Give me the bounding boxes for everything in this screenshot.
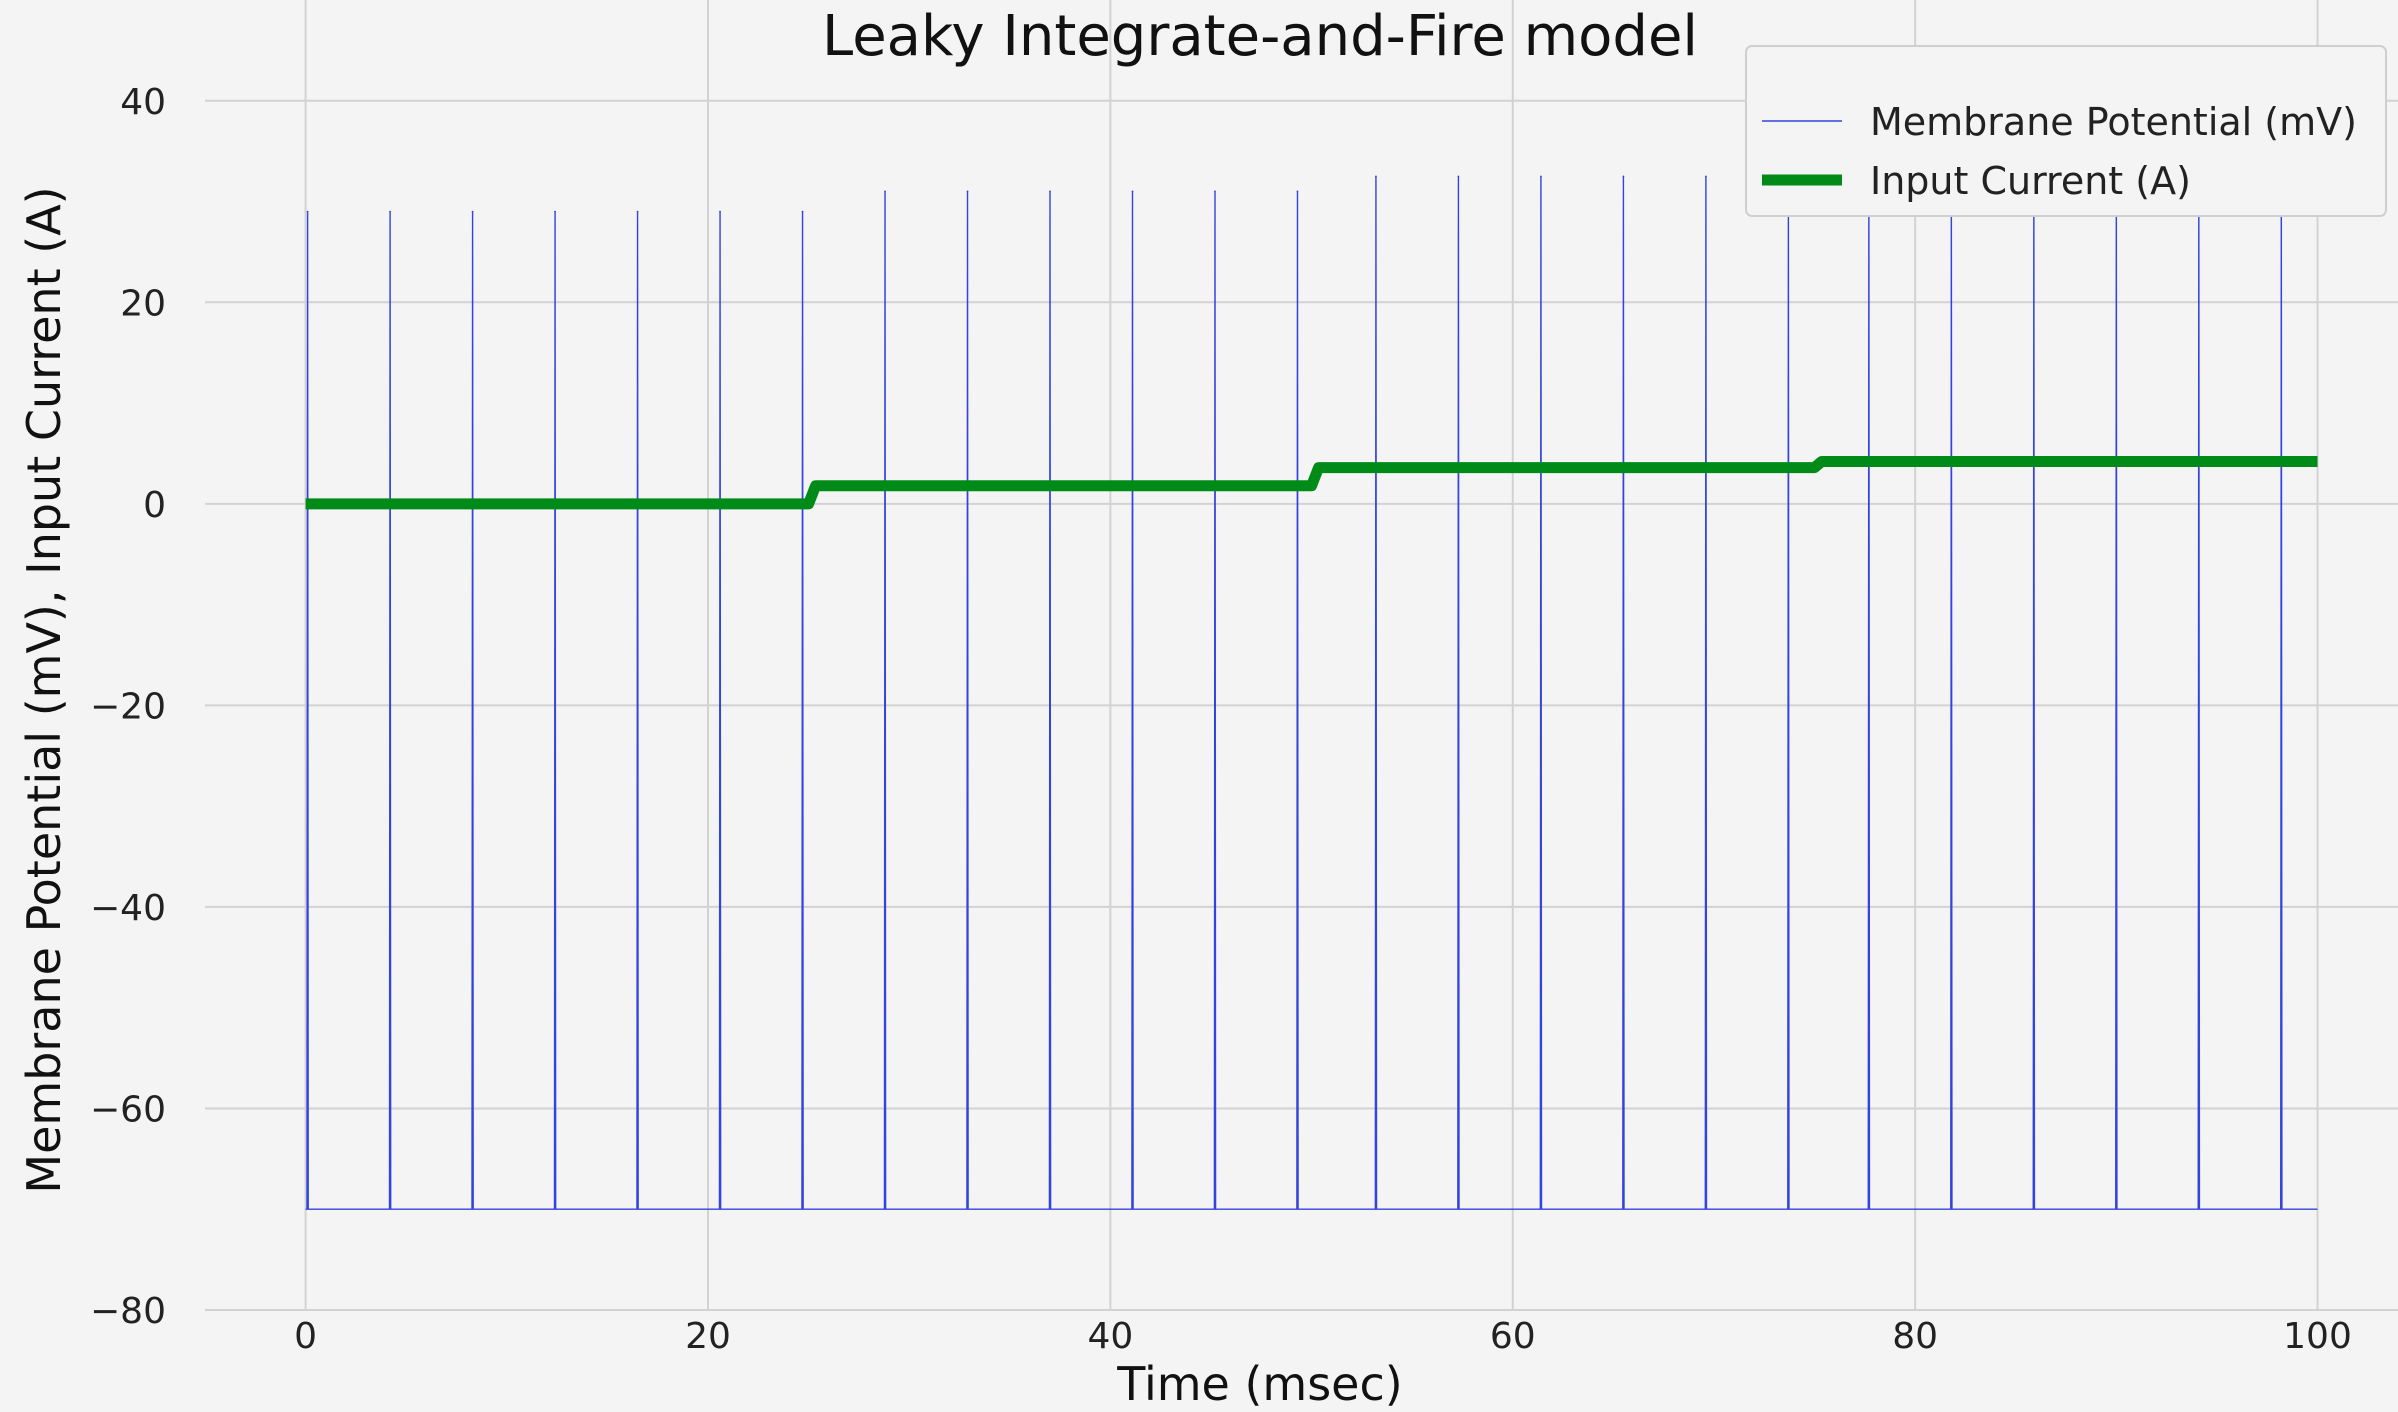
chart-title: Leaky Integrate-and-Fire model — [822, 4, 1698, 69]
spike-peak-point — [719, 210, 721, 213]
legend-label-input-current: Input Current (A) — [1870, 159, 2191, 203]
gridlines — [205, 0, 2398, 1311]
x-tick-labels: 0 20 40 60 80 100 — [294, 1316, 2352, 1357]
spike-peak-point — [1375, 175, 1377, 178]
y-tick-label: 40 — [120, 82, 166, 123]
plot-area — [305, 168, 2318, 1210]
x-tick-label: 100 — [2283, 1316, 2352, 1357]
x-axis-label: Time (msec) — [1116, 1357, 1402, 1411]
y-tick-label: −40 — [90, 888, 166, 929]
y-axis-label: Membrane Potential (mV), Input Current (… — [17, 186, 71, 1193]
spike-peak-point — [1296, 190, 1299, 193]
y-tick-label: 0 — [143, 485, 166, 526]
x-tick-label: 20 — [685, 1316, 731, 1357]
y-tick-label: −80 — [90, 1291, 166, 1332]
spike-peak-point — [801, 210, 804, 213]
spike-peak-point — [306, 210, 309, 213]
spike-peak-point — [1049, 190, 1051, 193]
y-tick-label: −60 — [90, 1089, 166, 1130]
spike-peak-point — [389, 210, 391, 213]
x-tick-label: 40 — [1087, 1316, 1133, 1357]
spike-peak-point — [471, 210, 474, 213]
spike-peak-point — [966, 190, 969, 193]
spike-peak-point — [554, 210, 556, 213]
spike-peak-point — [1131, 190, 1134, 193]
legend-label-membrane-potential: Membrane Potential (mV) — [1870, 100, 2357, 144]
legend: Membrane Potential (mV) Input Current (A… — [1745, 45, 2387, 217]
series-input-current — [305, 456, 2318, 510]
spike-peak-point — [1622, 175, 1625, 178]
spike-peak-point — [1704, 175, 1707, 178]
y-tick-label: −20 — [90, 686, 166, 727]
spike-peak-point — [1540, 175, 1542, 178]
spike-peak-point — [884, 190, 886, 193]
spike-peak-point — [1457, 175, 1460, 178]
x-tick-label: 0 — [294, 1316, 317, 1357]
x-tick-label: 80 — [1892, 1316, 1938, 1357]
y-tick-label: 20 — [120, 283, 166, 324]
x-tick-label: 60 — [1490, 1316, 1536, 1357]
spike-peak-point — [1214, 190, 1216, 193]
y-tick-labels: −80 −60 −40 −20 0 20 40 — [90, 82, 166, 1332]
spike-peak-point — [636, 210, 639, 213]
legend-box — [1745, 45, 2387, 217]
